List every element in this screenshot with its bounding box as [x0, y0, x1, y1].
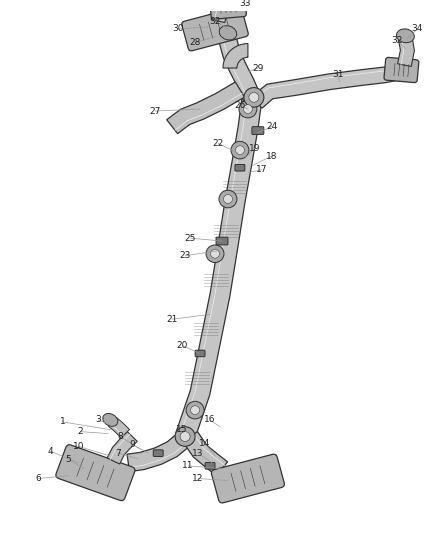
- FancyBboxPatch shape: [182, 7, 248, 51]
- FancyBboxPatch shape: [195, 350, 205, 357]
- Circle shape: [206, 245, 224, 263]
- FancyBboxPatch shape: [384, 58, 419, 83]
- Circle shape: [244, 87, 264, 107]
- Text: 26: 26: [234, 101, 246, 110]
- FancyBboxPatch shape: [216, 237, 228, 245]
- Text: 32: 32: [392, 36, 403, 45]
- Text: 25: 25: [184, 233, 196, 243]
- Text: 14: 14: [199, 439, 211, 448]
- Polygon shape: [211, 10, 227, 22]
- Text: 8: 8: [117, 432, 123, 441]
- FancyBboxPatch shape: [252, 127, 264, 134]
- Circle shape: [239, 100, 257, 118]
- Text: 5: 5: [66, 455, 71, 464]
- Polygon shape: [167, 82, 244, 134]
- Text: 3: 3: [95, 415, 101, 424]
- Polygon shape: [127, 432, 191, 472]
- Ellipse shape: [103, 414, 118, 426]
- Circle shape: [231, 141, 249, 159]
- Ellipse shape: [219, 26, 237, 40]
- FancyBboxPatch shape: [212, 454, 284, 503]
- Text: 30: 30: [173, 25, 184, 34]
- Polygon shape: [214, 25, 260, 101]
- Text: 19: 19: [249, 144, 261, 152]
- Text: 16: 16: [204, 415, 216, 424]
- Text: 33: 33: [239, 0, 251, 8]
- Text: 24: 24: [266, 122, 277, 131]
- Polygon shape: [109, 417, 130, 438]
- Polygon shape: [252, 64, 401, 108]
- Circle shape: [223, 195, 233, 204]
- Text: 32: 32: [209, 17, 221, 26]
- FancyBboxPatch shape: [153, 450, 163, 456]
- Text: 15: 15: [177, 425, 188, 434]
- Polygon shape: [107, 432, 137, 464]
- Text: 13: 13: [192, 449, 204, 458]
- Circle shape: [219, 190, 237, 208]
- FancyBboxPatch shape: [235, 164, 245, 171]
- Text: 10: 10: [73, 442, 84, 451]
- Circle shape: [211, 249, 219, 258]
- Text: 2: 2: [78, 427, 83, 436]
- FancyBboxPatch shape: [56, 445, 135, 500]
- Circle shape: [249, 93, 259, 102]
- Circle shape: [180, 432, 190, 441]
- Text: 21: 21: [166, 314, 178, 324]
- Text: 1: 1: [60, 417, 65, 426]
- Text: 18: 18: [266, 151, 278, 160]
- Text: 27: 27: [149, 107, 161, 116]
- Text: 29: 29: [252, 63, 264, 72]
- Circle shape: [244, 104, 252, 114]
- Text: 6: 6: [36, 474, 42, 483]
- Polygon shape: [183, 432, 228, 475]
- Circle shape: [191, 406, 200, 415]
- Ellipse shape: [396, 29, 414, 43]
- Text: 22: 22: [212, 139, 224, 148]
- Text: 4: 4: [48, 447, 53, 456]
- Circle shape: [175, 427, 195, 446]
- Text: 23: 23: [180, 251, 191, 260]
- Text: 11: 11: [182, 462, 194, 470]
- Text: 20: 20: [177, 341, 188, 350]
- Circle shape: [236, 146, 244, 155]
- Polygon shape: [223, 44, 248, 68]
- FancyBboxPatch shape: [205, 463, 215, 469]
- Text: 7: 7: [116, 449, 121, 458]
- Text: 34: 34: [412, 25, 423, 34]
- Circle shape: [186, 401, 204, 419]
- Polygon shape: [176, 98, 262, 440]
- Text: 9: 9: [129, 440, 135, 449]
- Text: 31: 31: [332, 70, 343, 79]
- Polygon shape: [398, 38, 414, 67]
- Text: 17: 17: [256, 165, 268, 174]
- FancyBboxPatch shape: [210, 0, 246, 19]
- Text: 28: 28: [189, 38, 201, 47]
- Text: 12: 12: [192, 474, 204, 483]
